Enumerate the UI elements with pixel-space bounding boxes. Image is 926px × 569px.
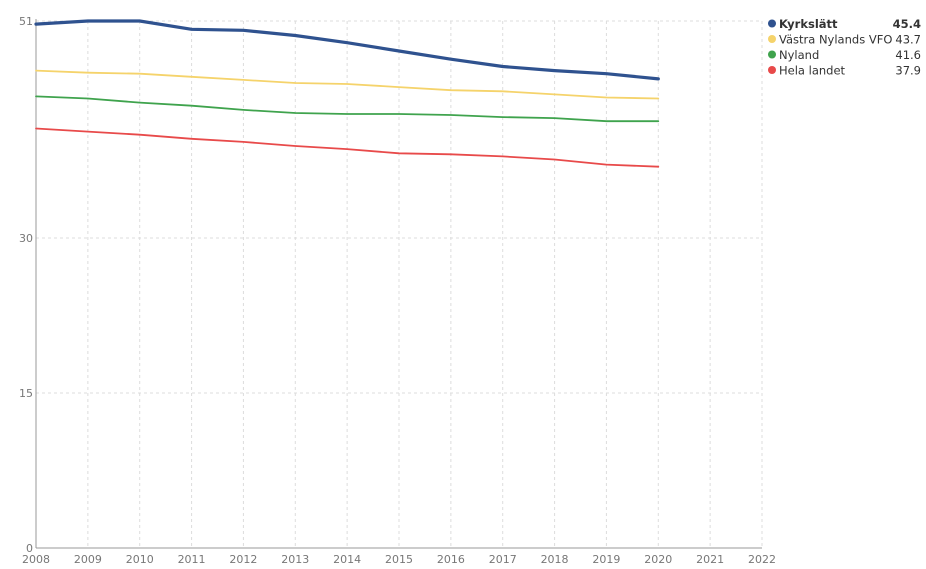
legend-item-1[interactable]: Västra Nylands VFO 43.7 — [768, 33, 921, 47]
x-tick-label: 2015 — [385, 553, 413, 566]
x-tick-label: 2010 — [126, 553, 154, 566]
x-tick-label: 2018 — [541, 553, 569, 566]
legend-item-2[interactable]: Nyland 41.6 — [768, 48, 921, 62]
y-tick-label: 51 — [19, 15, 33, 28]
y-tick-label: 0 — [26, 542, 33, 555]
legend-value: 41.6 — [895, 48, 921, 62]
x-tick-label: 2021 — [696, 553, 724, 566]
x-tick-label: 2009 — [74, 553, 102, 566]
y-tick-label: 30 — [19, 232, 33, 245]
series-line-2[interactable] — [35, 95, 660, 123]
legend-label: Hela landet — [779, 64, 846, 78]
series-line-1[interactable] — [35, 69, 660, 100]
legend-item-0[interactable]: Kyrkslätt 45.4 — [768, 17, 921, 31]
legend-label: Västra Nylands VFO — [779, 33, 892, 47]
legend-item-3[interactable]: Hela landet 37.9 — [768, 64, 921, 78]
legend-label: Kyrkslätt — [779, 17, 838, 31]
series-line-3[interactable] — [35, 127, 660, 168]
legend-marker — [768, 50, 776, 59]
legend-value: 45.4 — [893, 17, 921, 31]
x-tick-label: 2020 — [644, 553, 672, 566]
y-tick-label: 15 — [19, 387, 33, 400]
axes — [35, 19, 762, 549]
x-tick-label: 2016 — [437, 553, 465, 566]
x-tick-label: 2011 — [178, 553, 206, 566]
legend-marker — [768, 19, 776, 28]
x-tick-label: 2013 — [281, 553, 309, 566]
legend-value: 43.7 — [895, 33, 921, 47]
x-tick-label: 2014 — [333, 553, 361, 566]
legend-marker — [768, 66, 776, 74]
grid-lines — [36, 20, 763, 548]
x-tick-label: 2012 — [229, 553, 257, 566]
x-tick-label: 2008 — [22, 553, 50, 566]
legend-marker — [768, 35, 776, 43]
series-lines — [34, 19, 660, 168]
tick-labels: 2008 2009 2010 2011 2012 2013 2014 2015 2016 2017… — [19, 15, 776, 566]
x-tick-label: 2019 — [592, 553, 620, 566]
x-tick-label: 2022 — [748, 553, 776, 566]
series-line-0[interactable] — [34, 19, 660, 81]
x-tick-label: 2017 — [489, 553, 517, 566]
legend-value: 37.9 — [895, 64, 921, 78]
legend-label: Nyland — [779, 48, 819, 62]
